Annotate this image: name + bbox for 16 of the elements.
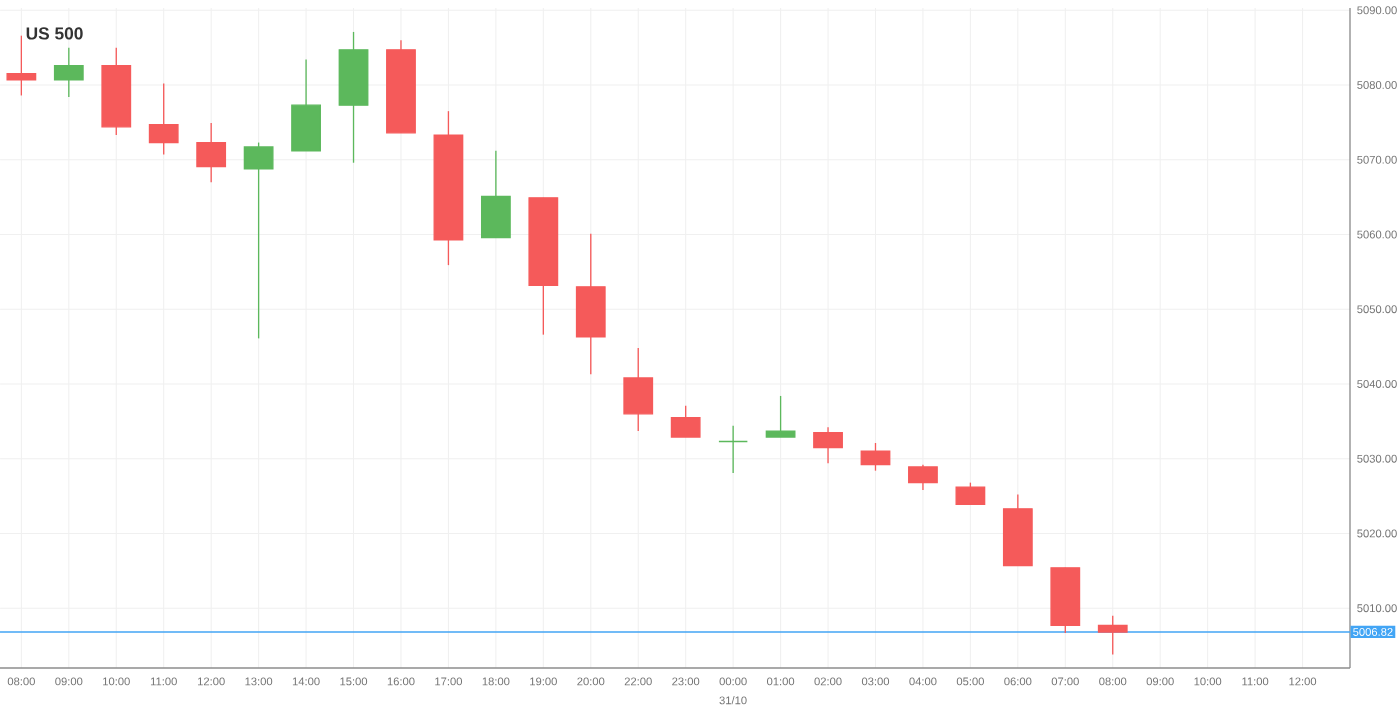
candlestick [955, 481, 986, 505]
candlestick [860, 442, 891, 472]
candlestick [670, 404, 701, 438]
candlestick [53, 46, 84, 98]
candlestick [813, 426, 843, 464]
candlestick [718, 425, 749, 474]
candlestick [908, 464, 938, 491]
candlestick [291, 58, 321, 152]
candlestick [623, 347, 654, 432]
candlestick [1097, 615, 1128, 656]
candlestick [480, 150, 511, 239]
text: US 500 [26, 27, 83, 40]
candlestick [148, 82, 179, 156]
candlestick [196, 122, 227, 183]
candlestick [765, 395, 796, 438]
candlestick [243, 141, 274, 340]
